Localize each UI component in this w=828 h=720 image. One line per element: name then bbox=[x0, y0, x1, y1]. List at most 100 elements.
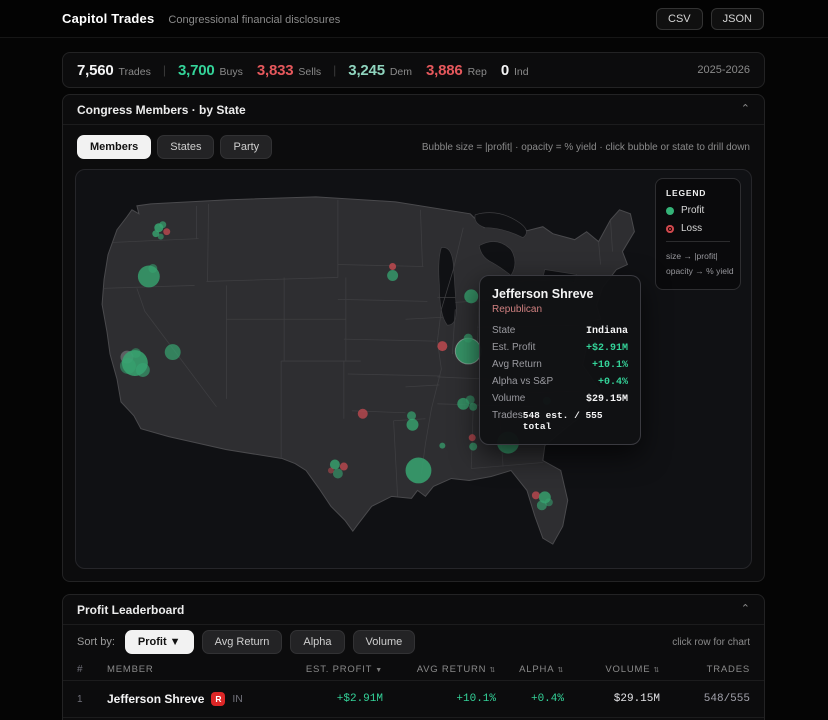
top-bar: Capitol Trades Congressional financial d… bbox=[0, 0, 828, 38]
stat-dem: 3,245 Dem bbox=[348, 61, 413, 79]
divider: | bbox=[333, 63, 337, 77]
col-member[interactable]: MEMBER bbox=[107, 664, 154, 675]
sort-icon: ⇅ bbox=[489, 667, 496, 674]
map-bubble-profit[interactable] bbox=[407, 411, 416, 421]
legend-opacity-note: opacity → % yield bbox=[666, 266, 734, 277]
sort-profit-button[interactable]: Profit ▼ bbox=[124, 630, 194, 654]
stat-trades: 7,560 Trades bbox=[77, 61, 151, 79]
app-logo: Capitol Trades bbox=[62, 11, 155, 26]
col-rank[interactable]: # bbox=[77, 664, 84, 675]
table-header: # MEMBER EST. PROFIT ▼ AVG RETURN ⇅ ALPHA ⇅… bbox=[63, 659, 764, 681]
map-bubble-profit[interactable] bbox=[406, 418, 419, 431]
leaderboard-hint: click row for chart bbox=[672, 636, 750, 648]
map-bubble-loss[interactable] bbox=[357, 408, 368, 419]
map-bubble-loss[interactable] bbox=[389, 263, 397, 270]
collapse-chevron-icon[interactable]: ⌃ bbox=[740, 603, 750, 615]
map-bubble-profit[interactable] bbox=[536, 500, 547, 511]
tab-party[interactable]: Party bbox=[220, 135, 273, 159]
map-hint: Bubble size = |profit| · opacity = % yie… bbox=[421, 141, 750, 153]
row-alpha: +0.4% bbox=[530, 693, 564, 705]
next-row-peek[interactable] bbox=[63, 717, 764, 720]
tooltip-row-volume: Volume $29.15M bbox=[492, 393, 628, 405]
map-bubble-loss[interactable] bbox=[468, 434, 476, 442]
stat-buys: 3,700 Buys bbox=[177, 61, 243, 79]
export-json-button[interactable]: JSON bbox=[710, 7, 764, 30]
map-bubble-loss[interactable] bbox=[327, 467, 334, 474]
map-bubble-profit[interactable] bbox=[329, 459, 340, 470]
map-bubble-loss[interactable] bbox=[163, 228, 171, 236]
map-bubble-profit[interactable] bbox=[465, 395, 475, 405]
legend-title: LEGEND bbox=[666, 188, 707, 198]
map-bubble-profit[interactable] bbox=[469, 402, 478, 411]
tooltip-row-trades: Trades 548 est. / 555 total bbox=[492, 410, 603, 432]
map-bubble-loss[interactable] bbox=[531, 491, 540, 500]
sort-avg-return-button[interactable]: Avg Return bbox=[201, 630, 283, 654]
stat-rep: 3,886 Rep bbox=[426, 61, 487, 79]
map-bubble-loss[interactable] bbox=[339, 462, 348, 471]
map-bubble-profit[interactable] bbox=[544, 498, 553, 507]
row-est-profit: +$2.91M bbox=[336, 693, 383, 705]
map-bubble-profit[interactable] bbox=[159, 221, 167, 229]
map-bubble-profit[interactable] bbox=[463, 333, 473, 343]
leaderboard-panel: Profit Leaderboard ⌃ Sort by: Profit ▼ A… bbox=[62, 594, 765, 720]
tooltip-row-avg-return: Avg Return +10.1% bbox=[492, 359, 628, 371]
col-trades[interactable]: TRADES bbox=[706, 664, 750, 675]
session-range: 2025-2026 bbox=[697, 64, 750, 76]
col-avg-return[interactable]: AVG RETURN ⇅ bbox=[416, 664, 496, 675]
us-bubble-map[interactable]: LEGEND Profit Loss size → |profit| opaci… bbox=[75, 169, 752, 569]
tooltip-row-state: State Indiana bbox=[492, 325, 628, 337]
member-state: IN bbox=[232, 693, 243, 705]
tab-members[interactable]: Members bbox=[77, 135, 152, 159]
map-bubble-profit[interactable] bbox=[332, 468, 343, 479]
app-subtitle: Congressional financial disclosures bbox=[168, 14, 341, 26]
tooltip-party: Republican bbox=[492, 304, 543, 315]
tooltip-member-name: Jefferson Shreve bbox=[492, 287, 594, 301]
row-member-cell: Jefferson Shreve R IN bbox=[107, 692, 275, 706]
col-est-profit[interactable]: EST. PROFIT ▼ bbox=[305, 664, 383, 675]
sort-by-label: Sort by: bbox=[77, 636, 115, 648]
map-bubble-profit[interactable] bbox=[387, 269, 399, 281]
member-tooltip: Jefferson Shreve Republican State Indian… bbox=[479, 275, 641, 445]
map-bubble-profit[interactable] bbox=[135, 363, 150, 377]
row-volume: $29.15M bbox=[613, 693, 660, 705]
map-bubble-profit[interactable] bbox=[469, 442, 478, 451]
map-bubble-profit[interactable] bbox=[464, 289, 479, 304]
map-bubble-profit[interactable] bbox=[152, 230, 160, 238]
legend-loss-label: Loss bbox=[681, 223, 703, 234]
member-name: Jefferson Shreve bbox=[107, 692, 205, 706]
profit-dot-icon bbox=[666, 206, 674, 215]
map-bubble-profit[interactable] bbox=[164, 344, 181, 361]
col-alpha[interactable]: ALPHA ⇅ bbox=[519, 664, 564, 675]
collapse-chevron-icon[interactable]: ⌃ bbox=[740, 103, 750, 115]
sort-volume-button[interactable]: Volume bbox=[352, 630, 416, 654]
map-bubble-profit[interactable] bbox=[130, 348, 141, 359]
leaderboard-title: Profit Leaderboard bbox=[77, 602, 185, 617]
map-bubble-profit[interactable] bbox=[439, 442, 446, 449]
legend-divider bbox=[666, 241, 730, 242]
map-bubble-profit[interactable] bbox=[119, 358, 136, 374]
legend-profit-label: Profit bbox=[681, 205, 705, 216]
map-bubble-profit[interactable] bbox=[148, 264, 158, 273]
col-volume[interactable]: VOLUME ⇅ bbox=[605, 664, 660, 675]
map-legend: LEGEND Profit Loss size → |profit| opaci… bbox=[655, 178, 741, 290]
map-bubble-profit[interactable] bbox=[157, 233, 164, 240]
tooltip-row-alpha: Alpha vs S&P +0.4% bbox=[492, 376, 628, 388]
stat-sells: 3,833 Sells bbox=[256, 61, 322, 79]
sort-desc-icon: ▼ bbox=[375, 667, 383, 674]
map-bubble-loss[interactable] bbox=[437, 341, 448, 352]
map-panel-title: Congress Members · by State bbox=[77, 102, 246, 117]
map-panel: Congress Members · by State ⌃ Members St… bbox=[62, 94, 765, 582]
table-row[interactable]: 1 Jefferson Shreve R IN +$2.91M +10.1% +… bbox=[63, 681, 764, 717]
sort-icon: ⇅ bbox=[557, 667, 564, 674]
row-avg-return: +10.1% bbox=[456, 693, 496, 705]
sort-icon: ⇅ bbox=[653, 667, 660, 674]
export-csv-button[interactable]: CSV bbox=[656, 7, 703, 30]
sort-alpha-button[interactable]: Alpha bbox=[290, 630, 345, 654]
tooltip-row-est-profit: Est. Profit +$2.91M bbox=[492, 342, 628, 354]
stat-ind: 0 Ind bbox=[500, 61, 529, 79]
tab-states[interactable]: States bbox=[157, 135, 215, 159]
map-bubble-profit[interactable] bbox=[405, 457, 432, 484]
stats-bar: 7,560 Trades | 3,700 Buys 3,833 Sells | … bbox=[62, 52, 765, 88]
row-trades: 548/555 bbox=[703, 693, 750, 705]
party-badge: R bbox=[211, 692, 226, 706]
